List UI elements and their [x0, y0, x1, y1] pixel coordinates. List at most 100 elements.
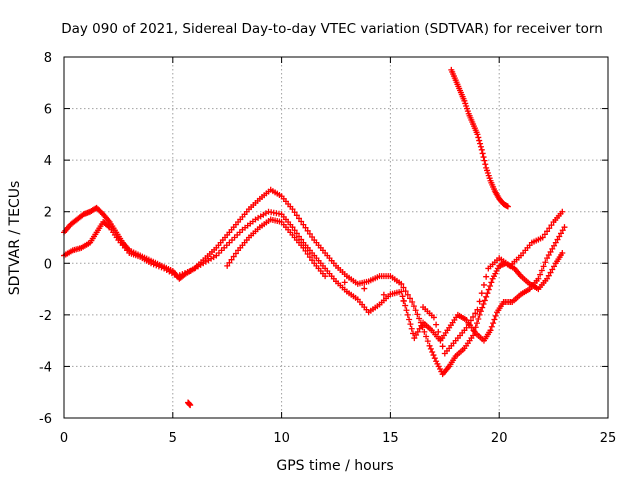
data-point	[302, 224, 309, 231]
data-point	[289, 206, 296, 213]
data-point	[477, 140, 484, 147]
data-point	[474, 131, 481, 138]
data-point	[559, 249, 566, 256]
data-point	[463, 324, 470, 331]
data-point	[228, 256, 235, 263]
data-point	[476, 137, 483, 144]
data-point	[322, 273, 329, 280]
data-point	[561, 224, 568, 231]
y-tick-label: 0	[44, 257, 52, 272]
data-point	[476, 298, 483, 305]
data-point	[291, 227, 298, 234]
data-point	[309, 257, 316, 264]
y-tick-label: 6	[44, 103, 52, 118]
data-point	[399, 293, 406, 300]
y-tick-label: -4	[39, 360, 52, 375]
data-point	[431, 355, 438, 362]
data-point	[539, 234, 546, 241]
y-axis-label: SDTVAR / TECUs	[7, 181, 23, 296]
data-point	[477, 308, 484, 315]
data-point	[545, 272, 552, 279]
data-point	[554, 236, 561, 243]
data-point	[556, 233, 563, 240]
data-point	[544, 228, 551, 235]
data-point	[423, 333, 430, 340]
data-point	[424, 338, 431, 345]
data-point	[480, 301, 487, 308]
data-point	[488, 279, 495, 286]
data-point	[433, 321, 440, 328]
data-point	[475, 134, 482, 141]
series-track-e	[224, 208, 566, 357]
data-point	[232, 250, 239, 257]
data-point	[551, 263, 558, 270]
data-point	[439, 343, 446, 350]
data-point	[427, 345, 434, 352]
data-point	[300, 221, 307, 228]
series-track-b	[61, 208, 568, 344]
y-tick-label: 4	[44, 154, 52, 169]
data-point	[481, 157, 488, 164]
data-point	[552, 239, 559, 246]
x-tick-label: 20	[491, 431, 508, 446]
data-point	[483, 273, 490, 280]
data-point	[306, 230, 313, 237]
data-point	[430, 314, 437, 321]
data-point	[407, 321, 414, 328]
data-point	[304, 251, 311, 258]
data-point	[406, 295, 413, 302]
data-point	[477, 143, 484, 150]
data-point	[548, 222, 555, 229]
data-point	[414, 328, 421, 335]
data-point	[465, 321, 472, 328]
data-point	[542, 259, 549, 266]
data-point	[418, 322, 425, 329]
data-point	[409, 298, 416, 305]
data-point	[475, 315, 482, 322]
data-point	[437, 336, 444, 343]
y-tick-label: -6	[39, 412, 52, 427]
data-point	[380, 291, 387, 298]
data-point	[404, 291, 411, 298]
data-point	[408, 325, 415, 332]
data-point	[416, 315, 423, 322]
data-point	[482, 161, 489, 168]
data-point	[289, 224, 296, 231]
series-track-d	[185, 399, 194, 409]
data-point	[410, 330, 417, 337]
data-point	[400, 297, 407, 304]
data-point	[224, 262, 231, 269]
series-track-c	[448, 66, 511, 210]
data-point	[435, 328, 442, 335]
axis-ticks: 0 5 10 15 20 25 -6 -4 -2 0 2 4 6 8	[39, 51, 616, 446]
data-point	[291, 209, 298, 216]
x-axis-label: GPS time / hours	[276, 458, 393, 474]
x-tick-label: 5	[169, 431, 177, 446]
data-point	[480, 281, 487, 288]
data-point	[484, 290, 491, 297]
data-point	[298, 218, 305, 225]
data-point	[400, 284, 407, 291]
data-point	[535, 275, 542, 282]
data-point	[296, 215, 303, 222]
data-point	[430, 352, 437, 359]
data-point	[541, 231, 548, 238]
data-series	[61, 66, 568, 409]
data-point	[504, 203, 511, 210]
data-point	[293, 212, 300, 219]
data-point	[300, 244, 307, 251]
data-point	[544, 275, 551, 282]
data-point	[402, 302, 409, 309]
data-point	[483, 293, 490, 300]
data-point	[488, 323, 495, 330]
data-point	[538, 267, 545, 274]
x-tick-label: 10	[273, 431, 290, 446]
data-point	[361, 285, 368, 292]
data-point	[545, 252, 552, 259]
data-point	[479, 150, 486, 157]
data-point	[467, 317, 474, 324]
data-point	[341, 279, 348, 286]
data-point	[547, 269, 554, 276]
data-point	[306, 254, 313, 261]
